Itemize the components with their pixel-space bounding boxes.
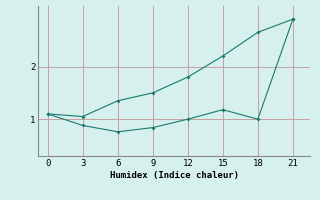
X-axis label: Humidex (Indice chaleur): Humidex (Indice chaleur)	[110, 171, 239, 180]
